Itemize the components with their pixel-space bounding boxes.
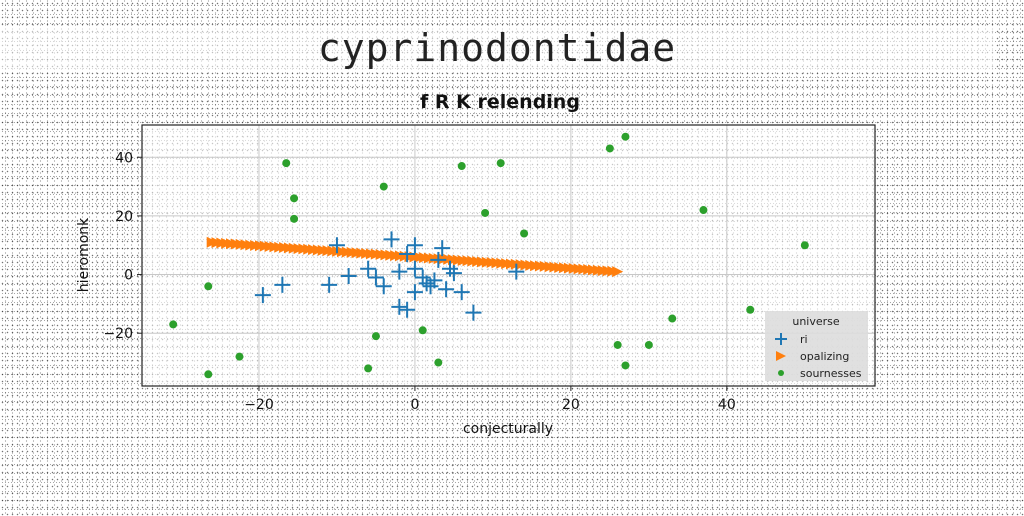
y-tick-label: 0	[124, 268, 133, 284]
sournesses-point	[621, 361, 630, 370]
ri-point	[434, 240, 451, 257]
x-tick-label: 0	[410, 397, 419, 413]
legend-marker-ri	[775, 333, 787, 345]
ri-point	[453, 284, 470, 301]
ri-point	[430, 251, 447, 268]
opalizing-point	[612, 266, 624, 278]
sournesses-point	[481, 208, 490, 217]
sournesses-point	[520, 229, 529, 238]
sournesses-point	[364, 364, 373, 373]
sournesses-point	[169, 320, 178, 329]
y-tick-label: −20	[103, 326, 133, 342]
sournesses-point	[204, 282, 213, 291]
sournesses-point	[204, 370, 213, 379]
sournesses-point	[699, 206, 708, 215]
y-tick-label: 40	[115, 150, 133, 166]
page-title: cyprinodontidae	[0, 26, 994, 70]
legend-marker-opalizing	[776, 351, 786, 361]
grid-lines	[142, 125, 875, 386]
sournesses-point	[235, 352, 244, 361]
sournesses-point	[668, 314, 677, 323]
ri-point	[375, 278, 392, 295]
ri-point	[438, 281, 455, 298]
ri-point	[383, 231, 400, 248]
legend-label-opalizing: opalizing	[800, 350, 849, 363]
ri-point	[418, 275, 435, 292]
ri-point	[399, 246, 416, 263]
data-layer	[169, 132, 809, 379]
ri-point	[254, 287, 271, 304]
sournesses-point	[496, 159, 505, 168]
ri-point	[328, 237, 345, 254]
chart-title: f R K relending	[420, 91, 580, 113]
ri-point	[321, 276, 338, 293]
legend: universe ri opalizing sournesses	[765, 311, 868, 381]
ri-point	[399, 301, 416, 318]
sournesses-point	[418, 326, 427, 335]
ri-point	[508, 263, 525, 280]
ri-point	[367, 269, 384, 286]
sournesses-point	[457, 162, 466, 171]
x-tick-label: −20	[244, 397, 274, 413]
legend-label-ri: ri	[800, 333, 808, 346]
x-tick-label: 20	[562, 397, 580, 413]
ri-point	[465, 304, 482, 321]
ri-point	[360, 260, 377, 277]
ri-point	[426, 272, 443, 289]
sournesses-point	[605, 144, 614, 153]
sournesses-point	[290, 214, 299, 223]
sournesses-point	[621, 132, 630, 141]
sournesses-point	[746, 305, 755, 314]
sournesses-point	[290, 194, 299, 203]
y-axis-label: hieromonk	[76, 217, 92, 292]
ri-point	[445, 265, 462, 282]
sournesses-point	[371, 332, 380, 341]
ri-point	[340, 268, 357, 285]
sournesses-point	[379, 182, 388, 191]
x-tick-label: 40	[718, 397, 736, 413]
legend-marker-sournesses	[778, 370, 784, 376]
plot-area	[142, 125, 875, 386]
ri-point	[406, 260, 423, 277]
y-tick-label: 20	[115, 209, 133, 225]
legend-label-sournesses: sournesses	[800, 367, 862, 380]
sournesses-point	[434, 358, 443, 367]
ri-point	[391, 263, 408, 280]
ri-point	[406, 284, 423, 301]
legend-title: universe	[792, 315, 840, 328]
plot-frame	[141, 124, 876, 387]
sournesses-point	[282, 159, 291, 168]
ri-point	[274, 276, 291, 293]
legend-box	[765, 311, 868, 381]
sournesses-point	[800, 241, 809, 250]
sournesses-point	[644, 340, 653, 349]
tick-labels: −20 0 20 40 −20 0 20 40	[103, 150, 735, 413]
legend-items: ri opalizing sournesses	[775, 333, 862, 380]
ri-point	[391, 298, 408, 315]
sournesses-point	[613, 340, 622, 349]
ri-point	[406, 237, 423, 254]
x-axis-label: conjecturally	[463, 421, 553, 437]
